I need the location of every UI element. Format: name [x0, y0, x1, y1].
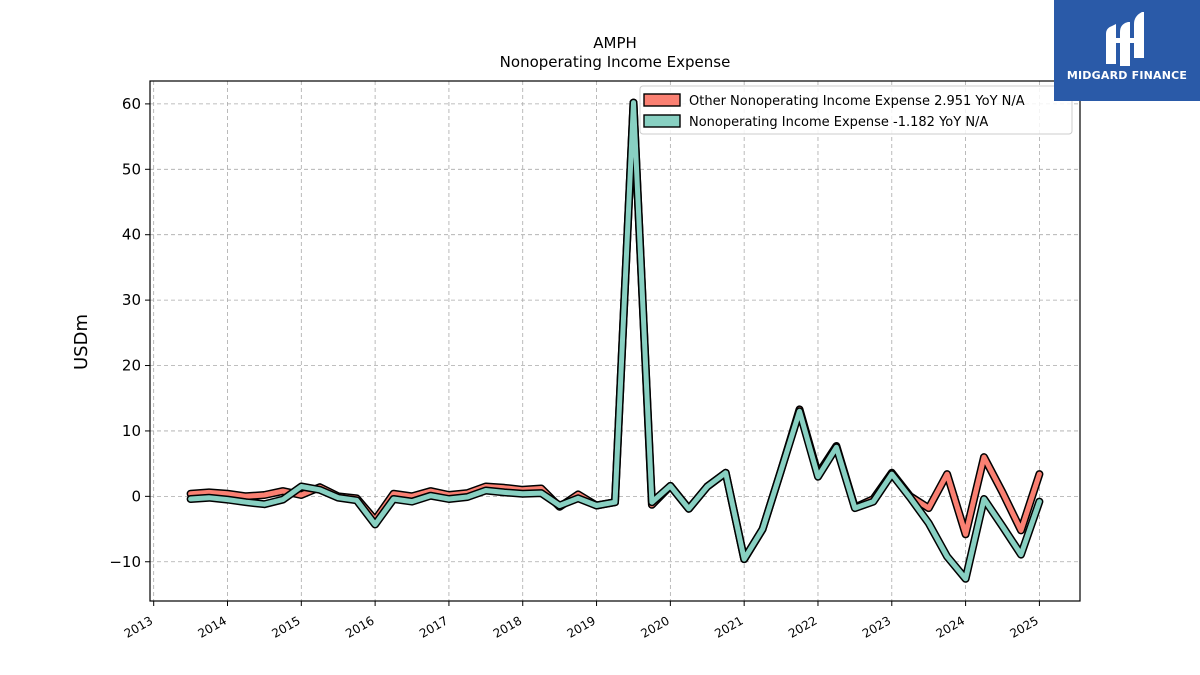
legend-swatch-other-nonoperating: [643, 93, 681, 107]
chart-subtitle: Nonoperating Income Expense: [500, 53, 731, 71]
brand-name: MIDGARD FINANCE: [1066, 69, 1188, 82]
y-tick-label: 20: [122, 357, 141, 375]
x-tick-label: 2021: [712, 613, 745, 640]
x-tick-label: 2017: [417, 613, 450, 640]
y-tick-label: 50: [122, 160, 141, 178]
x-tick-label: 2016: [343, 613, 376, 640]
y-tick-label: 30: [122, 291, 141, 309]
series-line-1: [188, 100, 1042, 582]
grid: [150, 81, 1080, 601]
x-tick-label: 2014: [196, 613, 229, 640]
x-tick-label: 2025: [1007, 613, 1040, 640]
y-tick-label: −10: [109, 553, 141, 571]
x-tick-label: 2022: [786, 613, 819, 640]
y-tick-label: 60: [122, 95, 141, 113]
y-axis-label: USDm: [71, 314, 92, 370]
x-tick-label: 2023: [860, 613, 893, 640]
y-tick-label: 0: [131, 487, 141, 505]
series-outline-1: [186, 98, 1044, 583]
x-tick-label: 2018: [491, 613, 524, 640]
y-tick-label: 10: [122, 422, 141, 440]
y-tick-label: 40: [122, 226, 141, 244]
brand-logo: MIDGARD FINANCE: [1054, 0, 1200, 101]
x-tick-label: 2015: [269, 613, 302, 640]
x-tick-label: 2020: [638, 613, 671, 640]
legend-frame: [639, 85, 1073, 135]
legend: Other Nonoperating Income Expense 2.951 …: [639, 85, 1073, 135]
midgard-logo-icon: [1106, 12, 1144, 66]
x-tick-label: 2013: [122, 613, 155, 640]
series-lines: [186, 98, 1044, 583]
legend-label-other-nonoperating: Other Nonoperating Income Expense 2.951 …: [689, 94, 1025, 109]
x-tick-label: 2019: [565, 613, 598, 640]
axis-ticks: 2013 2014 2015 2016 2017 2018 2019 2020 2021 2022…: [109, 95, 1041, 641]
legend-label-nonoperating: Nonoperating Income Expense -1.182 YoY N…: [689, 115, 988, 130]
legend-swatch-nonoperating: [643, 114, 681, 128]
x-tick-label: 2024: [934, 613, 967, 640]
plot-frame: [149, 80, 1081, 602]
chart-title: AMPH: [593, 34, 637, 52]
